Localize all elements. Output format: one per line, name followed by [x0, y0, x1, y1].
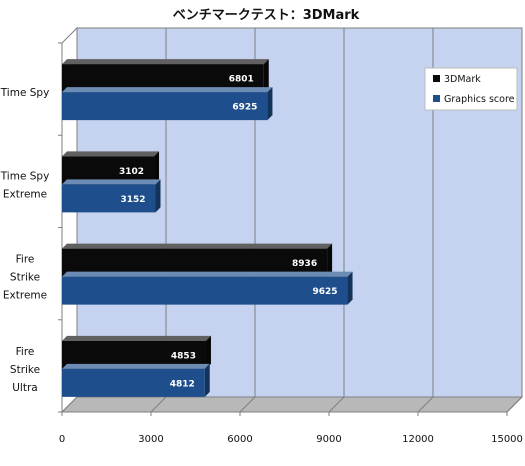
bar-side [263, 59, 269, 93]
data-label: 4812 [170, 379, 195, 389]
chart-title: ベンチマークテスト：3DMark [173, 8, 360, 23]
category-label: Fire Strike Ultra [10, 346, 40, 394]
legend-swatch [433, 95, 440, 102]
bar-top [62, 243, 333, 249]
bar-graphics-score [62, 92, 268, 121]
x-tick-label: 15000 [491, 434, 523, 445]
bars [62, 59, 353, 397]
bar-top [62, 59, 269, 65]
bar-top [62, 335, 211, 341]
bar-top [62, 151, 160, 157]
bar-side [204, 363, 210, 397]
data-label: 6925 [232, 103, 257, 113]
legend-label: 3DMark [444, 74, 481, 85]
bar-top [62, 179, 161, 185]
legend-box [424, 67, 518, 111]
bar-graphics-score [62, 184, 156, 213]
x-tick-label: 0 [59, 434, 65, 445]
legend-label: Graphics score [444, 94, 515, 105]
data-label: 8936 [292, 259, 317, 269]
data-label: 3152 [120, 195, 145, 205]
gridline-floor [150, 396, 167, 413]
x-tick-label: 12000 [402, 434, 434, 445]
x-tick-label: 3000 [138, 434, 163, 445]
bar-side [155, 179, 161, 213]
gridline-floor [328, 396, 345, 413]
bar-top [62, 363, 210, 369]
category-label: Time Spy [0, 87, 49, 99]
bar-graphics-score [62, 276, 348, 305]
category-label: Fire Strike Extreme [3, 254, 47, 302]
bar-top [62, 271, 353, 277]
bar-top [62, 87, 273, 93]
legend: 3DMark Graphics score [424, 67, 518, 111]
bar-side [267, 87, 273, 121]
data-label: 3102 [119, 167, 144, 177]
gridline-floor [239, 396, 256, 413]
bar-side [154, 151, 160, 185]
bar-graphics-score [62, 368, 205, 397]
labels: 0 3000 6000 9000 12000 15000 6801 6925 Time Spy 3… [0, 75, 523, 445]
data-label: 4853 [171, 351, 196, 361]
data-label: 6801 [229, 75, 254, 85]
bar-side [347, 271, 353, 305]
gridline-floor [417, 396, 434, 413]
bar-side [327, 243, 333, 277]
data-label: 9625 [312, 287, 337, 297]
category-label: Time Spy Extreme [0, 170, 49, 200]
legend-swatch [433, 75, 440, 82]
bar-side [205, 335, 211, 369]
x-tick-label: 9000 [316, 434, 341, 445]
floor [60, 396, 524, 413]
x-tick-label: 6000 [227, 434, 252, 445]
gridline-floor [506, 396, 523, 413]
